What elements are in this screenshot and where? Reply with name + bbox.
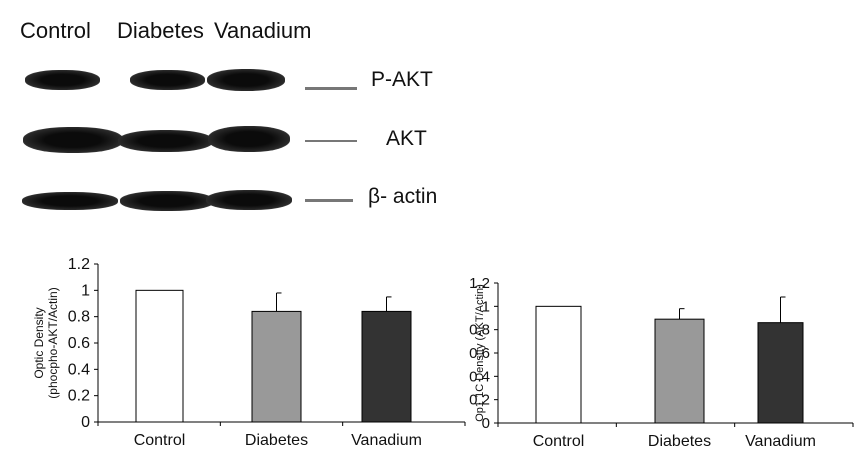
marker-label-p-akt: P-AKT: [371, 68, 433, 91]
y-tick-label: 0: [81, 414, 90, 431]
y-tick-label: 0.2: [469, 392, 490, 409]
blot-band: [130, 70, 205, 90]
x-category-label: Control: [134, 432, 186, 449]
y-tick-label: 0: [482, 415, 490, 432]
blot-row-p-akt: [20, 66, 300, 96]
x-category-label: Diabetes: [648, 433, 711, 450]
x-category-label: Diabetes: [245, 432, 308, 449]
marker-line-akt: [305, 140, 357, 142]
y-tick-label: 0.6: [68, 335, 90, 352]
y-axis-label: Op1 1C Denstty (AKT/Actin): [474, 284, 486, 422]
bar-vanadium: [361, 310, 412, 423]
bar-control: [535, 305, 582, 424]
lane-label-control: Control: [20, 18, 91, 43]
blot-band: [120, 191, 214, 211]
bar-control: [135, 289, 184, 423]
blot-band: [118, 130, 213, 152]
y-tick-label: 0.8: [469, 322, 490, 339]
bar-vanadium: [757, 322, 804, 424]
y-tick-label: 0.4: [469, 368, 490, 385]
lane-label-diabetes: Diabetes: [117, 18, 204, 43]
blot-band: [23, 127, 123, 153]
lane-label-vanadium: Vanadium: [214, 18, 312, 43]
marker-label-akt: AKT: [386, 127, 427, 150]
marker-line-p-akt: [305, 87, 357, 90]
y-tick-label: 0.2: [68, 388, 90, 405]
blot-row-akt: [20, 124, 300, 154]
bar-diabetes: [654, 318, 705, 424]
y-tick-label: 1.2: [469, 275, 490, 292]
y-tick-label: 0.4: [68, 361, 90, 378]
x-category-label: Control: [533, 433, 585, 450]
blot-band: [25, 70, 100, 90]
y-tick-label: 1: [81, 282, 90, 299]
y-tick-label: 0.8: [68, 309, 90, 326]
y-tick-label: 1.2: [68, 256, 90, 273]
x-category-label: Vanadium: [745, 433, 816, 450]
y-tick-label: 1: [482, 298, 490, 315]
blot-band: [207, 69, 285, 91]
marker-line-beta-actin: [305, 199, 353, 202]
blot-band: [206, 190, 292, 210]
x-category-label: Vanadium: [351, 432, 422, 449]
blot-band: [208, 126, 290, 152]
marker-label-beta-actin: β- actin: [368, 185, 438, 208]
blot-band: [22, 192, 118, 210]
y-axis-label: Optic Density(phocpho-AKT/Actin): [32, 287, 60, 398]
blot-row-beta-actin: [20, 186, 300, 216]
y-tick-label: 0.6: [469, 345, 490, 362]
bar-diabetes: [251, 310, 302, 423]
